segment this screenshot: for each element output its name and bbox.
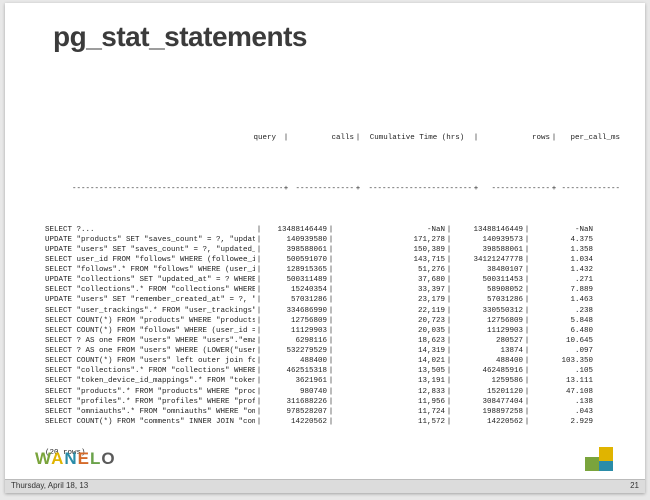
table-header-row: query|calls|Cumulative Time (hrs)|rows|p…: [45, 123, 605, 153]
status-page: 21: [630, 481, 639, 490]
table-row: SELECT "profiles".* FROM "profiles" WHER…: [45, 397, 605, 407]
table-row: SELECT ?...|13488146449 |-NaN |134881464…: [45, 225, 605, 235]
table-row: UPDATE "users" SET "remember_created_at"…: [45, 295, 605, 305]
table-row: SELECT "omniauths".* FROM "omniauths" WH…: [45, 407, 605, 417]
wanelo-logo: WANELO: [35, 449, 116, 469]
logo-letter: O: [101, 449, 115, 468]
slide-title: pg_stat_statements: [53, 21, 307, 53]
col-rows: rows: [480, 133, 550, 143]
table-row: SELECT "collections".* FROM "collections…: [45, 285, 605, 295]
logo-letter: E: [78, 449, 90, 468]
table-row: SELECT COUNT(*) FROM "comments" INNER JO…: [45, 417, 605, 427]
table-row: SELECT COUNT(*) FROM "products" WHERE "p…: [45, 316, 605, 326]
slide: pg_stat_statements query|calls|Cumulativ…: [5, 3, 645, 493]
row-count: (20 rows): [45, 448, 605, 458]
col-calls: calls: [290, 133, 354, 143]
logo-letter: A: [51, 449, 64, 468]
col-cumulative: Cumulative Time (hrs): [362, 133, 472, 143]
table-row: SELECT "collections".* FROM "collections…: [45, 366, 605, 376]
pixel-icon: [599, 461, 613, 471]
query-table: query|calls|Cumulative Time (hrs)|rows|p…: [45, 103, 605, 479]
table-row: SELECT ? AS one FROM "users" WHERE (LOWE…: [45, 346, 605, 356]
table-row: SELECT COUNT(*) FROM "follows" WHERE (us…: [45, 326, 605, 336]
table-row: SELECT "token_device_id_mappings".* FROM…: [45, 376, 605, 386]
status-date: Thursday, April 18, 13: [11, 481, 88, 490]
logo-letter: N: [64, 449, 77, 468]
table-row: SELECT "follows".* FROM "follows" WHERE …: [45, 265, 605, 275]
table-row: UPDATE "collections" SET "updated_at" = …: [45, 275, 605, 285]
table-row: SELECT user_id FROM "follows" WHERE (fol…: [45, 255, 605, 265]
table-row: UPDATE "products" SET "saves_count" = ?,…: [45, 235, 605, 245]
table-row: SELECT COUNT(*) FROM "users" left outer …: [45, 356, 605, 366]
table-divider: ----------------------------------------…: [45, 174, 605, 204]
logo-squares: [585, 447, 619, 471]
table-row: UPDATE "users" SET "saves_count" = ?, "u…: [45, 245, 605, 255]
logo-letter: L: [90, 449, 101, 468]
table-row: SELECT ? AS one FROM "users" WHERE "user…: [45, 336, 605, 346]
logo-letter: W: [35, 449, 51, 468]
table-row: SELECT "products".* FROM "products" WHER…: [45, 387, 605, 397]
col-per-call: per_call_ms: [558, 133, 620, 143]
status-bar: Thursday, April 18, 13 21: [5, 479, 645, 493]
table-row: SELECT "user_trackings".* FROM "user_tra…: [45, 306, 605, 316]
pixel-icon: [599, 447, 613, 461]
pixel-icon: [585, 457, 599, 471]
col-query: query: [72, 133, 282, 143]
